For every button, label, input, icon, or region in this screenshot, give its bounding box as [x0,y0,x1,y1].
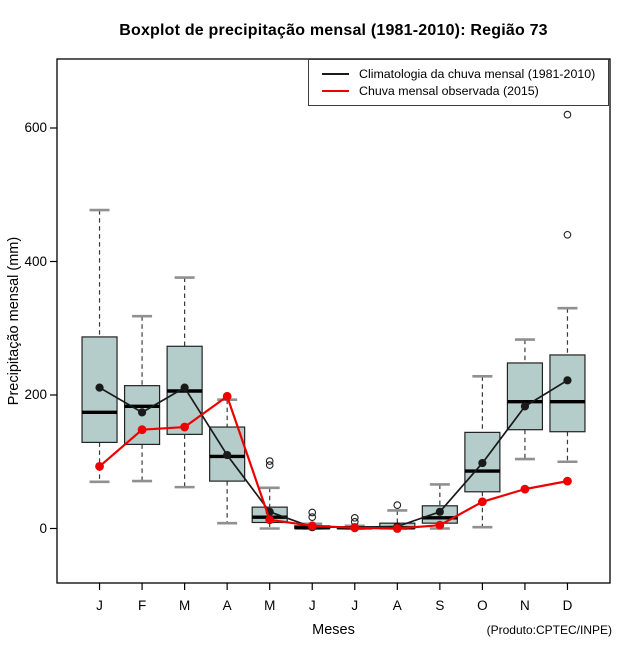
credit-text: (Produto:CPTEC/INPE) [486,623,612,637]
observed-point [520,484,530,494]
observed-point [563,476,572,486]
x-tick-label: A [222,598,232,613]
x-tick-label: J [351,598,359,613]
climatology-point [137,408,147,417]
legend-item-observed: Chuva mensal observada (2015) [322,84,608,98]
climatology-point [478,458,487,468]
outlier-point [265,461,274,469]
x-tick-label: D [562,598,573,613]
y-tick-label: 200 [24,387,47,402]
climatology-point [95,383,104,392]
observed-point [435,520,445,530]
x-tick-label: J [308,598,316,613]
climatology-point [520,402,530,411]
outlier-point [350,513,359,522]
outlier-point [308,513,317,522]
x-tick-label: O [477,598,488,613]
outlier-point [265,457,274,465]
outlier-point [308,508,317,517]
x-tick-label: S [435,598,445,613]
observed-point [307,521,317,531]
legend-label: Climatologia da chuva mensal (1981-2010) [359,67,596,81]
x-tick-label: A [392,598,402,613]
legend-box: Climatologia da chuva mensal (1981-2010)… [308,59,609,106]
legend-item-climatology: Climatologia da chuva mensal (1981-2010) [322,67,608,81]
outlier-point [393,501,402,509]
outlier-point [563,110,572,119]
legend-label: Chuva mensal observada (2015) [359,84,539,98]
box-Nov [506,362,544,431]
climatology-line-sample-icon [322,73,349,75]
y-tick-label: 0 [39,520,47,536]
observed-line [98,395,568,530]
climatology-point [563,376,572,385]
x-tick-label: J [96,598,103,613]
observed-point [137,425,147,435]
observed-point [95,462,104,471]
y-tick-label: 600 [24,120,47,135]
observed-point [222,391,232,401]
observed-line-sample-icon [322,90,349,92]
chart-title: Boxplot de precipitação mensal (1981-201… [119,22,548,39]
climatology-point [435,507,444,516]
x-tick-label: F [137,598,147,613]
y-tick-label: 400 [24,253,47,269]
box-Dec [549,354,586,433]
climatology-point [223,450,232,460]
climatology-point [180,383,189,392]
observed-point [477,497,487,507]
observed-point [180,422,190,432]
x-tick-label: N [520,598,530,613]
outlier-point [563,230,572,239]
observed-point [265,515,275,525]
x-tick-label: M [178,598,191,613]
observed-point [350,523,360,533]
x-tick-label: M [264,598,276,613]
x-axis-title: Meses [312,622,355,638]
observed-point [392,524,402,533]
plot-border [56,58,611,584]
